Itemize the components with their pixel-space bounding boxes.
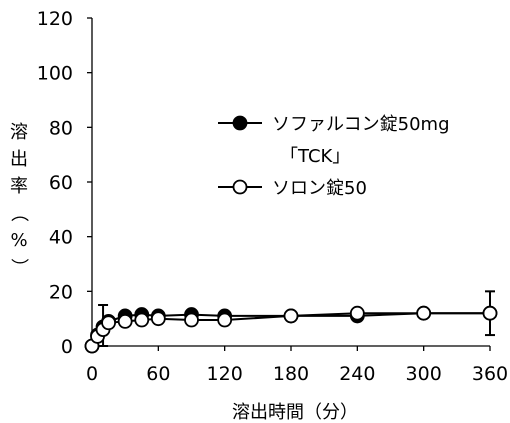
- y-axis: [87, 17, 93, 347]
- y-axis-title-char: 溶: [10, 122, 28, 143]
- y-axis-title-char: ）: [8, 258, 29, 276]
- data-point-ref: [117, 313, 133, 329]
- data-point-ref: [101, 315, 116, 331]
- y-axis-title-char: （: [8, 204, 29, 222]
- legend: ソファルコン錠50mg 「TCK」 ソロン錠50: [218, 114, 450, 199]
- y-tick-label: 40: [49, 227, 73, 249]
- legend-marker-ref: [232, 179, 248, 195]
- data-point-ref: [134, 312, 150, 328]
- legend-label-test-line1: ソファルコン錠50mg: [272, 114, 450, 135]
- x-tick-label: 300: [406, 363, 442, 385]
- y-tick-label: 0: [61, 336, 73, 358]
- y-axis-title-char: 出: [10, 149, 28, 170]
- x-tick-label: 180: [273, 363, 309, 385]
- x-tick-labels: 0 60 120 180 240 300 360: [86, 363, 508, 385]
- legend-label-test-line2: 「TCK」: [280, 146, 350, 167]
- legend-label-ref: ソロン錠50: [272, 178, 367, 199]
- data-point-ref: [184, 312, 199, 328]
- y-tick-label: 60: [49, 172, 73, 194]
- data-point-ref: [349, 305, 365, 321]
- y-axis-title-char: %: [10, 230, 27, 251]
- data-point-ref: [150, 311, 166, 327]
- y-tick-label: 20: [49, 281, 73, 303]
- x-tick-label: 120: [207, 363, 243, 385]
- y-axis-title: 溶出率 （% ）: [8, 122, 29, 276]
- y-tick-label: 100: [37, 63, 73, 85]
- x-axis: [91, 345, 491, 351]
- x-tick-label: 240: [339, 363, 375, 385]
- y-axis-title-char: 率: [10, 176, 28, 197]
- data-point-ref: [482, 305, 498, 321]
- data-point-ref: [283, 308, 299, 324]
- series-layer: [84, 290, 498, 354]
- x-tick-label: 60: [146, 363, 170, 385]
- x-axis-title: 溶出時間（分）: [232, 402, 358, 423]
- data-point-ref: [217, 312, 233, 328]
- y-tick-labels: 0 20 40 60 80 100 120: [37, 8, 73, 358]
- y-tick-label: 120: [37, 8, 73, 30]
- data-point-ref: [416, 305, 432, 321]
- x-tick-label: 360: [472, 363, 508, 385]
- x-tick-label: 0: [86, 363, 98, 385]
- y-tick-label: 80: [49, 117, 73, 139]
- legend-marker-test: [232, 115, 248, 131]
